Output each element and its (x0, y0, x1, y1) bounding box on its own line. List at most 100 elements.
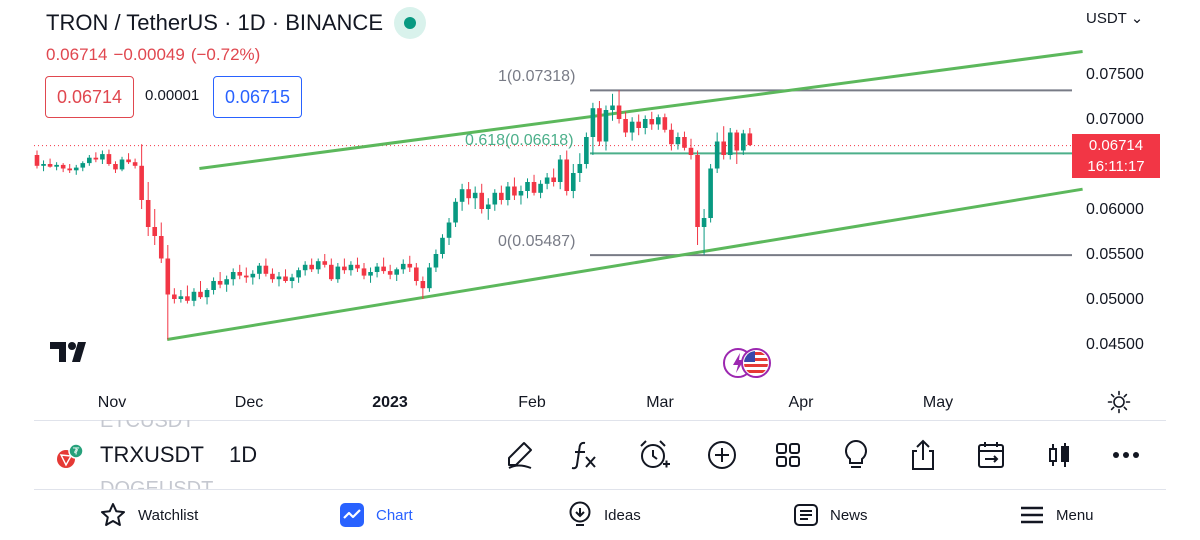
time-axis-label: Dec (234, 394, 264, 411)
toolbar-divider (34, 420, 1166, 421)
candle-body (191, 291, 197, 301)
candle-body (584, 137, 589, 164)
interval-selector[interactable]: 1D (229, 442, 258, 467)
candle-body (139, 165, 144, 200)
candle-body (590, 108, 596, 137)
layouts-button[interactable] (770, 437, 806, 473)
drawing-tools-button[interactable] (502, 437, 538, 473)
alarm-clock-icon (640, 440, 670, 468)
candle-body (727, 132, 733, 155)
price-axis-label: 0.05500 (1086, 246, 1144, 263)
replay-button[interactable] (973, 437, 1009, 473)
candle-body (446, 222, 452, 238)
candle-body (47, 164, 53, 167)
lightbulb-icon (569, 501, 591, 526)
candle-body (570, 173, 576, 191)
candle-body (603, 110, 609, 142)
currency-selector[interactable]: USDT ⌄ (1086, 10, 1144, 27)
candle-body (34, 155, 40, 166)
nav-watchlist[interactable]: Watchlist (100, 490, 198, 540)
fib-level-label: 0.618(0.06618) (465, 132, 574, 149)
candle-body (348, 264, 354, 271)
sell-price-button[interactable]: 0.06714 (45, 76, 134, 118)
candle-body (714, 141, 720, 169)
fib-level-label: 1(0.07318) (498, 68, 576, 85)
candle-body (355, 264, 360, 269)
svg-text:₮: ₮ (73, 447, 80, 458)
ideas-tool-button[interactable] (838, 437, 874, 473)
candle-body (132, 162, 138, 166)
candle-body (329, 264, 334, 280)
candles-icon (1049, 443, 1069, 467)
candle-body (119, 159, 125, 170)
candle-body (381, 266, 386, 272)
more-dots-icon (1113, 452, 1139, 458)
nav-menu[interactable]: Menu (1020, 490, 1094, 540)
candle-body (368, 272, 373, 276)
nav-news[interactable]: News (794, 490, 868, 540)
share-button[interactable] (905, 437, 941, 473)
share-icon (912, 439, 934, 470)
candle-body (485, 204, 491, 209)
chart-type-button[interactable] (1041, 437, 1077, 473)
candle-body (531, 182, 537, 193)
candle-body (525, 182, 530, 191)
events-badge-icon[interactable] (722, 347, 772, 379)
candle-body (257, 265, 262, 274)
buy-price-button[interactable]: 0.06715 (213, 76, 302, 118)
candle-body (322, 261, 328, 265)
symbol-logo-icon[interactable]: ₮ (56, 443, 84, 469)
news-icon (794, 504, 818, 526)
function-icon (571, 441, 596, 470)
price-axis-label: 0.04500 (1086, 336, 1144, 353)
candle-body (361, 268, 367, 276)
candle-body (505, 186, 511, 200)
plus-circle-icon (708, 441, 736, 469)
candle-body (198, 291, 203, 298)
candle-body (688, 147, 694, 155)
alerts-button[interactable] (636, 437, 672, 473)
candle-body (335, 266, 341, 280)
previous-symbol-ghost: ETCUSDT (100, 420, 195, 432)
price-change-pct: (−0.72%) (190, 45, 261, 64)
calendar-replay-icon (978, 442, 1004, 468)
indicators-button[interactable] (566, 437, 602, 473)
chart-title[interactable]: TRON / TetherUS · 1D · BINANCE (46, 10, 383, 35)
symbol-name[interactable]: TRXUSDT (100, 442, 204, 467)
candle-body (41, 164, 46, 166)
candle-body (342, 266, 347, 271)
next-symbol-ghost: DOGEUSDT (100, 478, 214, 490)
candle-body (80, 163, 86, 168)
time-axis-label: Mar (646, 394, 674, 411)
candle-body (564, 159, 570, 191)
candle-body (217, 281, 223, 285)
candle-body (669, 129, 674, 145)
nav-ideas[interactable]: Ideas (568, 490, 641, 540)
nav-label: Menu (1056, 506, 1094, 524)
nav-chart[interactable]: Chart (340, 490, 413, 540)
candle-body (152, 227, 158, 236)
candle-body (230, 272, 236, 280)
more-button[interactable] (1108, 437, 1144, 473)
time-axis-label: Apr (788, 394, 814, 411)
candle-body (263, 265, 269, 274)
candle-body (54, 164, 59, 167)
market-status-icon[interactable] (394, 7, 426, 39)
current-price-label: 0.06714 16:11:17 (1072, 134, 1160, 178)
candle-body (656, 117, 661, 125)
candle-body (400, 263, 406, 270)
candle-body (283, 276, 288, 281)
candle-body (106, 154, 112, 164)
pen-icon (508, 442, 532, 469)
candle-body (315, 261, 321, 270)
add-button[interactable] (704, 437, 740, 473)
time-axis-label: Nov (97, 394, 127, 411)
candle-body (453, 201, 458, 223)
candle-body (538, 183, 543, 193)
price-chart[interactable] (0, 0, 1200, 420)
settings-icon[interactable] (1107, 390, 1131, 414)
chart-area[interactable]: TRON / TetherUS · 1D · BINANCE 0.06714 −0… (0, 0, 1200, 420)
candle-body (427, 267, 432, 289)
candle-body (472, 192, 478, 199)
tradingview-logo[interactable] (50, 340, 94, 364)
